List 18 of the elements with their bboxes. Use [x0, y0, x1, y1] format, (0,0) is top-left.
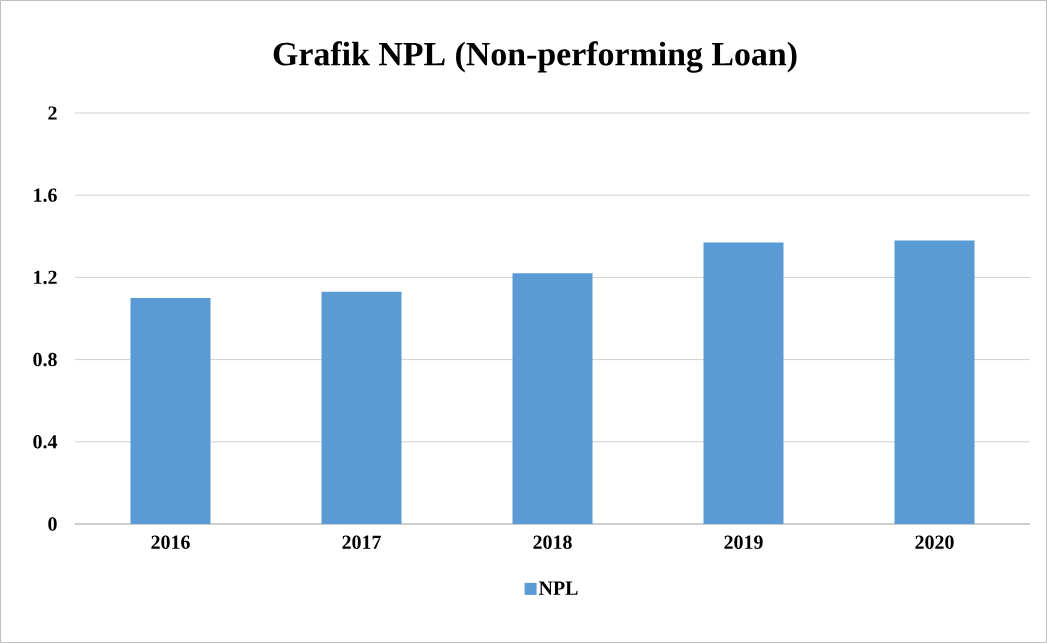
x-tick-label: 2017 — [342, 535, 381, 549]
y-tick-label: 0.4 — [33, 435, 58, 449]
x-tick-label: 2018 — [533, 535, 572, 549]
y-tick-label: 2 — [48, 106, 57, 120]
bar — [703, 242, 784, 524]
y-tick-label: 0 — [48, 517, 57, 531]
y-tick-label: 1.6 — [34, 188, 57, 202]
x-tick-label: 2019 — [724, 535, 763, 549]
bar — [894, 240, 975, 524]
legend-label: NPL — [538, 581, 578, 595]
chart-title: Grafik NPL (Non-performing Loan) — [273, 41, 797, 73]
bar — [512, 273, 593, 524]
bar — [321, 291, 402, 524]
x-tick-label: 2020 — [915, 535, 954, 549]
bar — [130, 297, 211, 524]
y-tick-label: 0.8 — [33, 352, 57, 367]
y-tick-label: 1.2 — [34, 270, 57, 285]
x-tick-label: 2016 — [151, 535, 190, 549]
